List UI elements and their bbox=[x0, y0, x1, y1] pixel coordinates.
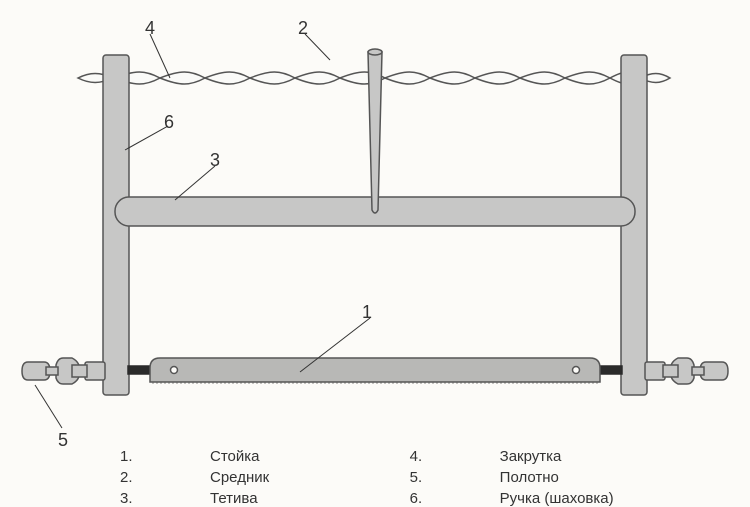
legend-label: Средник bbox=[210, 469, 410, 486]
left-handle bbox=[22, 358, 105, 384]
legend-label: Тетива bbox=[210, 490, 410, 507]
legend-num: 3. bbox=[120, 490, 210, 507]
legend-num: 2. bbox=[120, 469, 210, 486]
callout-1: 1 bbox=[362, 302, 372, 323]
legend-num: 5. bbox=[410, 469, 500, 486]
legend-num: 6. bbox=[410, 490, 500, 507]
legend-label: Стойка bbox=[210, 448, 410, 465]
legend-num: 1. bbox=[120, 448, 210, 465]
toggle-stick bbox=[368, 49, 382, 213]
callout-3: 3 bbox=[210, 150, 220, 171]
legend-num: 4. bbox=[410, 448, 500, 465]
callout-5: 5 bbox=[58, 430, 68, 451]
blade bbox=[150, 358, 600, 383]
callout-6: 6 bbox=[164, 112, 174, 133]
callout-4: 4 bbox=[145, 18, 155, 39]
saw-svg bbox=[0, 0, 750, 507]
legend-label: Ручка (шаховка) bbox=[500, 490, 680, 507]
bow-saw-diagram: { "diagram": { "type": "infographic", "b… bbox=[0, 0, 750, 507]
legend: 1. Стойка 2. Средник 3. Тетива 4. Закрут… bbox=[120, 448, 680, 507]
legend-label: Закрутка bbox=[500, 448, 680, 465]
legend-label: Полотно bbox=[500, 469, 680, 486]
right-handle bbox=[645, 358, 728, 384]
callout-2: 2 bbox=[298, 18, 308, 39]
